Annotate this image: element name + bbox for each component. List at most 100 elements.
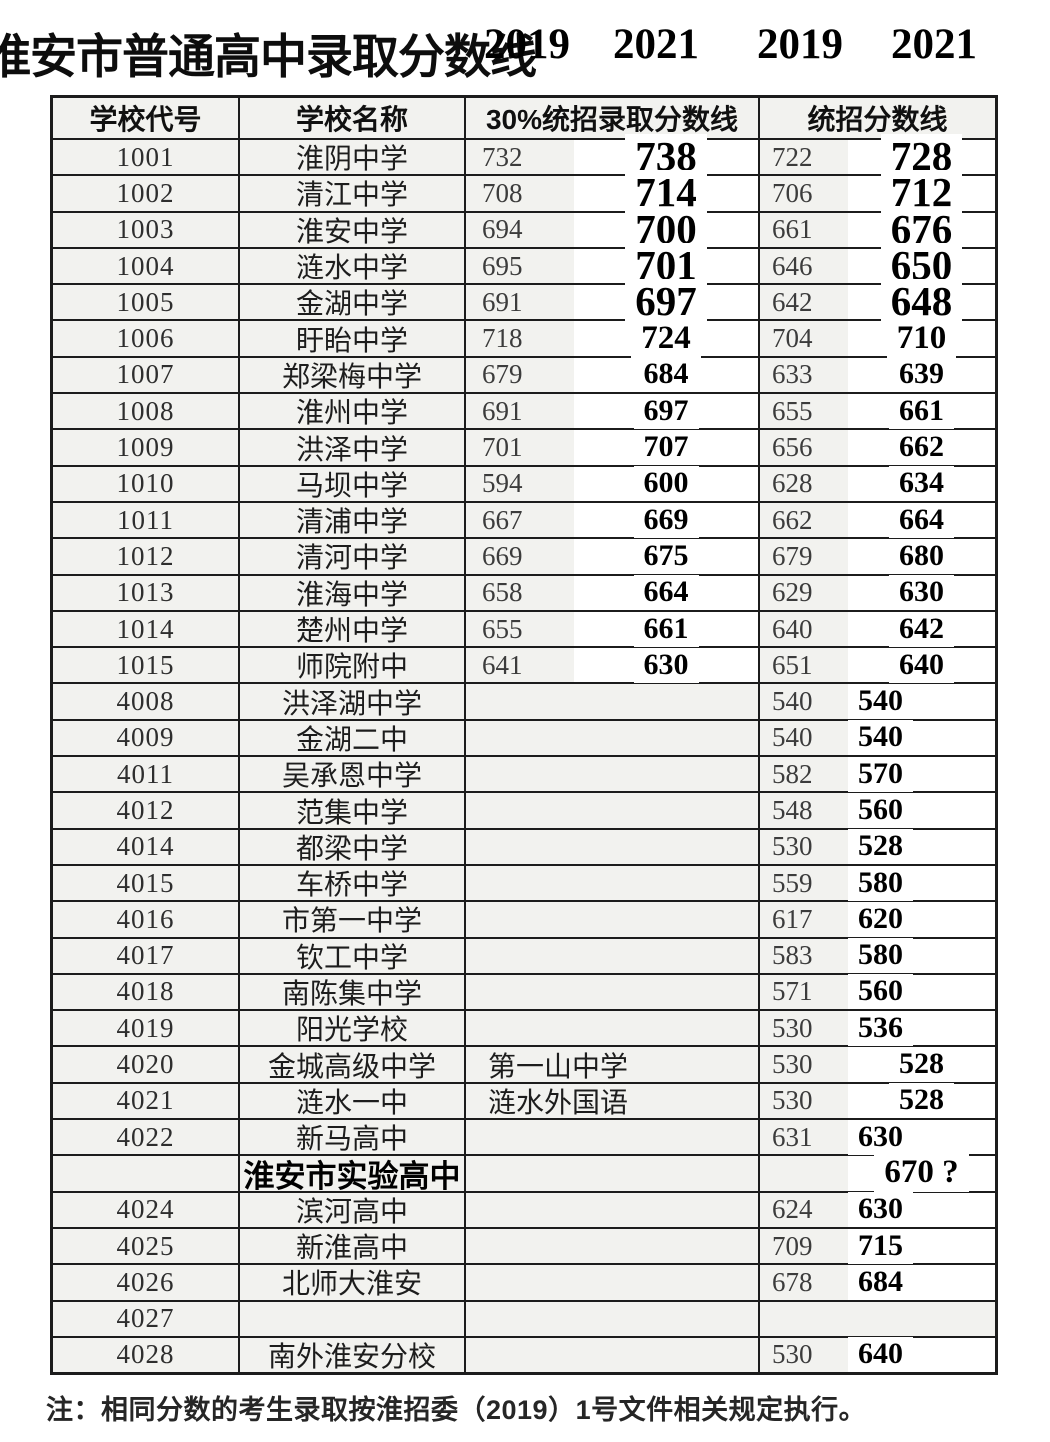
school-name: 郑梁梅中学 [281, 360, 422, 392]
table-row: 4025 新淮高中 709 715 [53, 1226, 995, 1264]
school-code: 1007 [116, 359, 175, 390]
score-30pct-cell [466, 1120, 760, 1155]
score-30pct-cell: 732 738 [466, 134, 760, 181]
score-unified-2021: 680 [889, 538, 954, 574]
score-30pct-cell: 701 707 [466, 430, 760, 466]
school-code: 1002 [116, 177, 175, 208]
school-code: 1014 [116, 613, 175, 644]
score-unified-2019: 617 [772, 903, 813, 934]
school-name-cell: 淮阴中学 [240, 140, 466, 175]
school-name: 南外淮安分校 [267, 1340, 436, 1372]
score-unified-2021: 630 [848, 1192, 913, 1228]
table-row: 1006 盱眙中学 718 724 704 710 [53, 319, 995, 358]
school-name-cell: 范集中学 [240, 793, 466, 828]
score-unified-2021: 580 [848, 938, 913, 974]
score-unified-cell: 559 580 [760, 865, 995, 901]
score-unified-2019: 679 [772, 540, 813, 571]
table-row: 1011 清浦中学 667 669 662 664 [53, 500, 995, 538]
school-name-cell: 清河中学 [240, 539, 466, 574]
school-name-cell: 楚州中学 [240, 611, 466, 647]
score-unified-2021: 560 [848, 974, 913, 1010]
school-code: 1004 [116, 250, 175, 281]
score-30pct-2019: 695 [482, 250, 523, 281]
score-unified-2019: 722 [772, 141, 813, 172]
school-code: 1005 [116, 286, 175, 317]
school-name-cell: 涟水中学 [240, 248, 466, 284]
title-year-2019-b: 2019 [757, 21, 843, 68]
alternate-school-name: 第一山中学 [488, 1050, 629, 1082]
table-row: 4009 金湖二中 540 540 [53, 718, 995, 756]
school-code: 4016 [116, 903, 175, 934]
score-30pct-2021-patch: 707 [574, 430, 758, 466]
table-row: 4015 车桥中学 559 580 [53, 863, 995, 901]
score-unified-2021-patch: 528 [848, 829, 995, 865]
school-name: 范集中学 [295, 796, 408, 828]
score-unified-2021-patch: 648 [848, 279, 995, 326]
school-code: 1003 [116, 214, 175, 245]
score-unified-2019: 704 [772, 323, 813, 354]
table-row: 1015 师院附中 641 630 651 640 [53, 646, 995, 683]
score-unified-cell: 642 648 [760, 279, 995, 326]
table-row: 4008 洪泽湖中学 540 540 [53, 682, 995, 720]
school-code-cell: 1008 [53, 394, 240, 429]
score-unified-2021: 630 [848, 1119, 913, 1155]
score-unified-2021-patch: 634 [848, 466, 995, 502]
school-name-cell: 师院附中 [240, 648, 466, 683]
school-name: 北师大淮安 [281, 1268, 422, 1300]
score-unified-cell: 548 560 [760, 792, 995, 828]
score-unified-2021: 684 [848, 1264, 913, 1300]
school-code-cell: 4015 [53, 865, 240, 901]
table-header-row: 学校代号 学校名称 30%统招录取分数线 统招分数线 [53, 98, 995, 138]
score-unified-2019: 646 [772, 250, 813, 281]
table-row: 4012 范集中学 548 560 [53, 791, 995, 828]
school-code-cell: 4012 [53, 793, 240, 828]
title-row: 淮安市普通高中录取分数线 2019 2021 2019 2021 [0, 18, 1050, 83]
table-row: 4027 [53, 1299, 995, 1336]
score-30pct-cell [466, 1265, 760, 1300]
score-unified-2019: 540 [772, 686, 813, 717]
score-unified-cell [760, 1302, 995, 1336]
score-30pct-2021-patch: 675 [574, 538, 758, 574]
school-name: 洪泽中学 [295, 433, 408, 465]
score-unified-2021-patch: 560 [848, 792, 995, 828]
score-unified-2021-patch: 580 [848, 865, 995, 901]
score-30pct-2021: 697 [633, 393, 699, 429]
score-unified-cell: 646 650 [760, 243, 995, 290]
score-unified-2021: 528 [848, 829, 913, 865]
score-30pct-2021: 661 [633, 611, 699, 647]
school-code: 1015 [116, 649, 175, 680]
school-code-cell: 1007 [53, 357, 240, 393]
score-30pct-cell: 691 697 [466, 393, 760, 429]
score-unified-2021-patch: 640 [848, 1337, 995, 1373]
school-code: 4012 [116, 794, 175, 825]
school-name-cell: 阳光学校 [240, 1011, 466, 1046]
score-unified-2019: 583 [772, 940, 813, 971]
school-name: 金城高级中学 [267, 1050, 436, 1082]
school-code: 4025 [116, 1230, 175, 1261]
score-30pct-cell [466, 684, 760, 719]
score-unified-cell: 662 664 [760, 502, 995, 538]
table-row: 1005 金湖中学 691 697 642 648 [53, 279, 995, 326]
school-code: 4027 [116, 1303, 175, 1334]
score-unified-2021: 630 [889, 575, 954, 611]
score-unified-2021-patch: 560 [848, 974, 995, 1010]
score-unified-cell: 655 661 [760, 393, 995, 429]
score-unified-2019: 678 [772, 1266, 813, 1297]
score-30pct-cell [466, 938, 760, 973]
score-unified-cell: 628 634 [760, 466, 995, 502]
school-code-cell: 4014 [53, 829, 240, 864]
score-unified-2021: 648 [880, 279, 963, 326]
school-code-cell: 4008 [53, 684, 240, 719]
score-30pct-2021: 697 [625, 279, 707, 326]
score-30pct-cell [466, 1011, 760, 1046]
score-unified-2021-patch: 630 [848, 575, 995, 611]
school-name: 盱眙中学 [295, 324, 408, 356]
score-30pct-cell [466, 720, 760, 756]
score-30pct-cell [466, 1301, 760, 1336]
score-unified-2021-patch: 642 [848, 611, 995, 647]
score-unified-cell: 656 662 [760, 430, 995, 466]
table-row: 4014 都梁中学 530 528 [53, 827, 995, 865]
table-row: 1014 楚州中学 655 661 640 642 [53, 609, 995, 647]
score-30pct-2019: 691 [482, 395, 523, 426]
score-30pct-2019: 655 [482, 613, 523, 644]
